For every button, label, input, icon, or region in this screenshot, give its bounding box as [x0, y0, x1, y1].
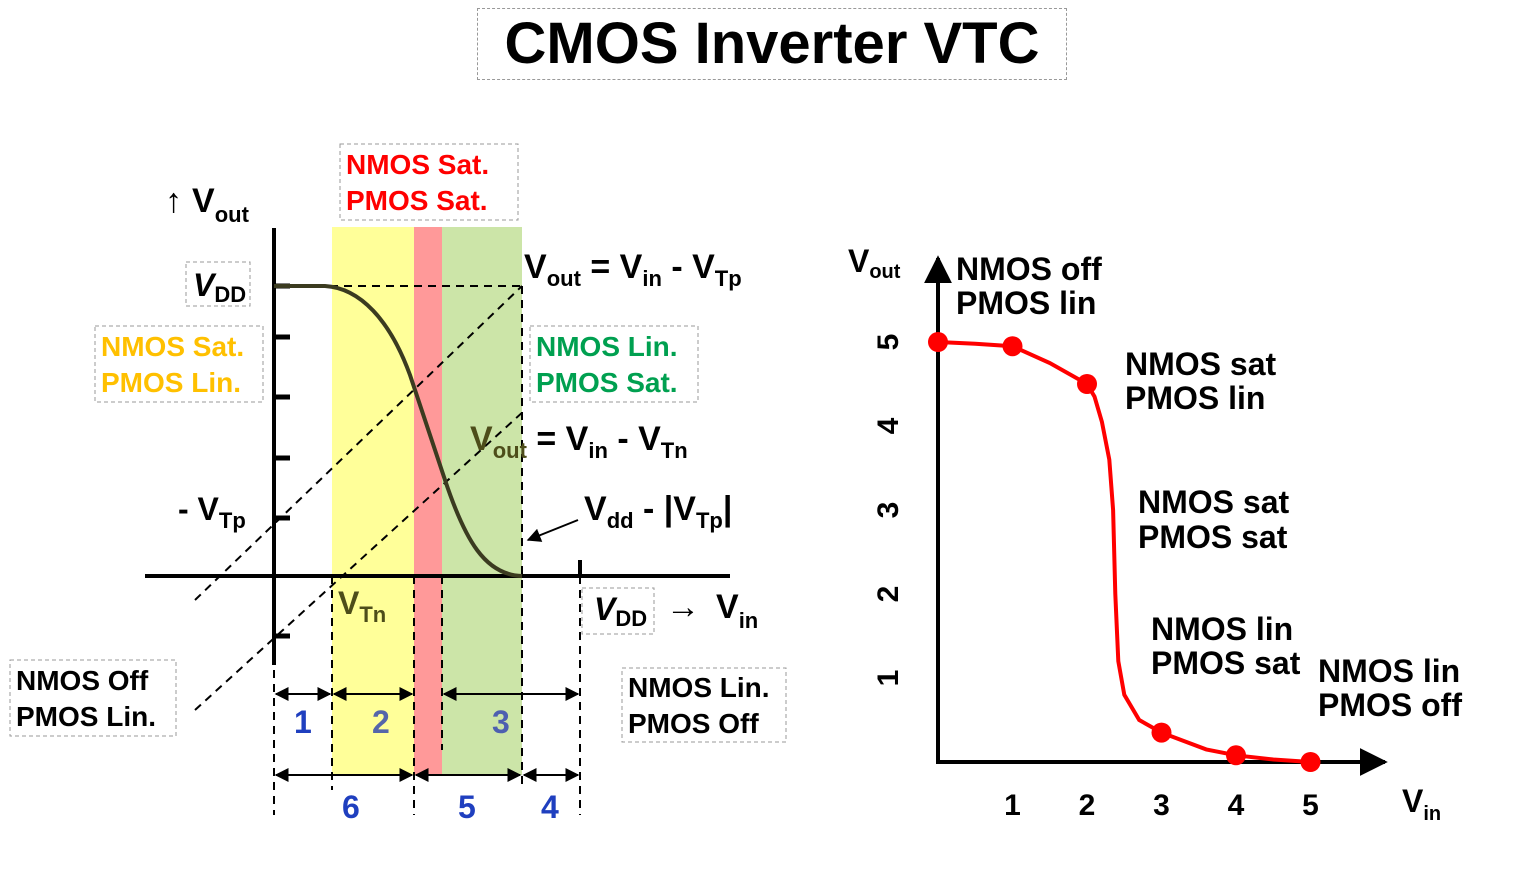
right-x-tick-labels: 1 2 3 4 5: [1004, 789, 1319, 822]
right-vtc-curve: [937, 340, 1311, 764]
neg-vtp-label: - VTp: [178, 491, 246, 533]
left-orange-label: NMOS Sat. PMOS Lin.: [101, 331, 252, 398]
page-title: CMOS Inverter VTC: [477, 8, 1067, 80]
bottom-right-label: NMOS Lin. PMOS Off: [628, 672, 777, 739]
annotation-nmos-lin-pmos-off: NMOS lin PMOS off: [1318, 653, 1469, 723]
dashed-guides: [194, 285, 581, 815]
right-green-label: NMOS Lin. PMOS Sat.: [536, 331, 685, 398]
bottom-left-label: NMOS Off PMOS Lin.: [16, 665, 156, 732]
region-number-3: 3: [492, 704, 510, 740]
y-tick-label: 1: [872, 670, 905, 687]
right-y-tick-labels: 1 2 3 4 5: [872, 334, 905, 687]
region-number-1: 1: [294, 704, 312, 740]
annotation-nmos-lin-pmos-sat: NMOS lin PMOS sat: [1151, 611, 1302, 681]
y-tick-label: 4: [872, 417, 905, 434]
x-tick-label: 1: [1004, 789, 1021, 822]
data-point-5: [1300, 752, 1321, 772]
region-number-4: 4: [541, 789, 559, 825]
right-vtc-chart: Vout Vin 1 2 3 4 5 1 2 3 4 5 NMOS off PMOS lin N…: [848, 243, 1469, 825]
vdd-x-label: VDD: [594, 591, 647, 631]
data-point-2: [1077, 374, 1097, 394]
data-point-4: [1226, 745, 1246, 766]
y-tick-label: 3: [872, 502, 905, 519]
region-red: [414, 227, 442, 775]
y-tick-label: 2: [872, 586, 905, 603]
data-point-1: [1002, 336, 1023, 357]
right-x-axis-label: Vin: [1402, 783, 1441, 825]
annotation-nmos-sat-pmos-sat: NMOS sat PMOS sat: [1138, 484, 1298, 555]
vtn-label: VTn: [338, 585, 386, 627]
left-y-axis-label: ↑ Vout: [165, 182, 250, 227]
vdd-y-label: VDD: [193, 267, 246, 307]
pmos-line-equation: Vout = Vin - VTp: [524, 248, 742, 291]
region-yellow: [332, 227, 414, 775]
annotation-nmos-sat-pmos-lin: NMOS sat PMOS lin: [1125, 346, 1285, 416]
x-tick-label: 4: [1228, 789, 1245, 822]
right-y-axis-label: Vout: [848, 243, 901, 283]
left-y-ticks: [274, 283, 290, 639]
nmos-line-equation: Vout = Vin - VTn: [470, 420, 688, 463]
x-tick-label: 5: [1302, 789, 1319, 822]
annotation-nmos-off-pmos-lin: NMOS off PMOS lin: [956, 251, 1111, 321]
region-number-2: 2: [372, 704, 390, 740]
left-vtc-curve: [274, 284, 523, 578]
right-data-points: [928, 332, 1321, 772]
region-numbers: 1 2 3 6 5 4: [294, 704, 559, 825]
x-tick-label: 2: [1079, 789, 1096, 822]
region-green: [442, 227, 522, 775]
left-x-axis-label: → Vin: [666, 588, 758, 633]
x-tick-label: 3: [1153, 789, 1170, 822]
region-number-5: 5: [458, 789, 476, 825]
data-point-0: [928, 332, 948, 352]
region-arrows: [274, 687, 580, 782]
left-vtc-diagram: ↑ Vout VDD - VTp VTn VDD → Vin Vout = Vin …: [9, 143, 787, 825]
vddvtp-pointer: [526, 519, 579, 542]
vdd-vtp-label: Vdd - |VTp|: [584, 490, 732, 533]
data-point-3: [1151, 722, 1172, 743]
y-tick-label: 5: [872, 334, 905, 351]
region-number-6: 6: [342, 789, 360, 825]
top-red-label: NMOS Sat. PMOS Sat.: [346, 149, 497, 216]
